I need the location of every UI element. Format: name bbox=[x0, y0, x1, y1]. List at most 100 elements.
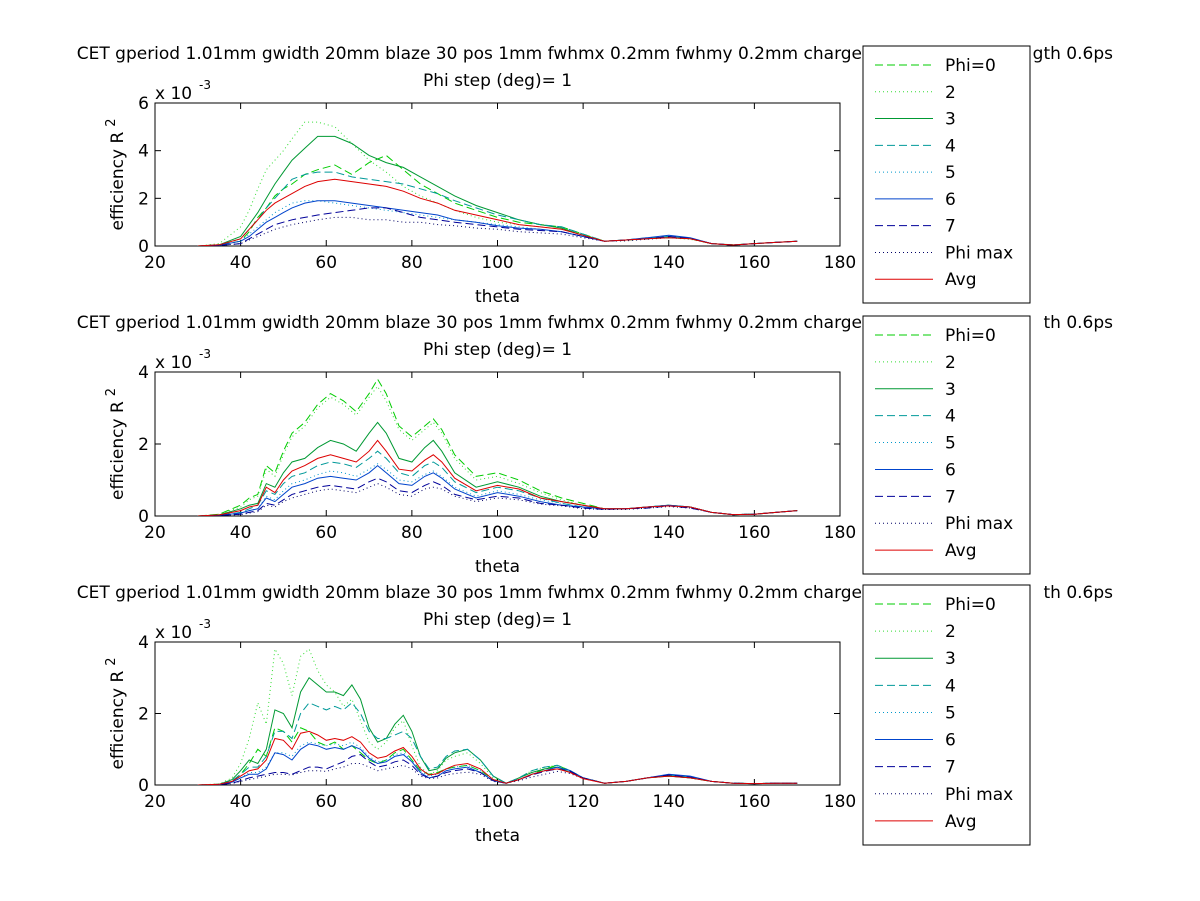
legend: Phi=0 2 3 4 5 6 7 Phi max Avg bbox=[862, 315, 1031, 575]
x-tick-label: 120 bbox=[567, 253, 599, 273]
legend-label: 6 bbox=[945, 460, 956, 480]
x-axis-label: theta bbox=[475, 557, 520, 577]
exponent-label: x 10 bbox=[155, 84, 192, 104]
series-line-2 bbox=[197, 647, 798, 785]
chart-title-tail: th 0.6ps bbox=[1043, 583, 1113, 603]
legend-label: 5 bbox=[945, 703, 956, 723]
y-tick-label: 2 bbox=[138, 705, 149, 725]
legend-label: 2 bbox=[945, 622, 956, 642]
subplot-2: CET gperiod 1.01mm gwidth 20mm blaze 30 … bbox=[77, 313, 1113, 577]
y-axis-label-text: efficiency R bbox=[108, 671, 128, 770]
legend-label: 3 bbox=[945, 649, 956, 669]
series-line-8 bbox=[197, 483, 798, 516]
x-tick-label: 180 bbox=[824, 253, 856, 273]
series-line-9 bbox=[197, 178, 798, 246]
legend-label: 5 bbox=[945, 434, 956, 454]
chart-subtitle: Phi step (deg)= 1 bbox=[423, 340, 572, 360]
x-tick-label: 120 bbox=[567, 792, 599, 812]
legend-box bbox=[862, 45, 1031, 304]
legend-label: 7 bbox=[945, 758, 956, 778]
chart-title-tail: gth 0.6ps bbox=[1033, 44, 1113, 64]
series-line-6 bbox=[197, 200, 798, 246]
x-tick-label: 140 bbox=[653, 523, 685, 543]
legend-box bbox=[862, 584, 1031, 846]
legend: Phi=0 2 3 4 5 6 7 Phi max Avg bbox=[862, 584, 1031, 846]
chart-title-tail: th 0.6ps bbox=[1043, 313, 1113, 333]
chart-title: CET gperiod 1.01mm gwidth 20mm blaze 30 … bbox=[77, 313, 878, 333]
x-tick-label: 100 bbox=[481, 792, 513, 812]
y-tick-label: 4 bbox=[138, 633, 149, 653]
series-line-7 bbox=[197, 754, 798, 785]
axes-box bbox=[154, 371, 841, 517]
subplot-1: CET gperiod 1.01mm gwidth 20mm blaze 30 … bbox=[77, 44, 1113, 307]
x-tick-label: 60 bbox=[315, 253, 337, 273]
legend-box bbox=[862, 315, 1031, 575]
chart-title: CET gperiod 1.01mm gwidth 20mm blaze 30 … bbox=[77, 44, 878, 64]
x-tick-label: 140 bbox=[653, 792, 685, 812]
x-tick-label: 160 bbox=[738, 253, 770, 273]
y-axis-label: efficiency R 2 bbox=[104, 657, 128, 769]
y-tick-label: 2 bbox=[138, 189, 149, 209]
legend-label: Avg bbox=[945, 541, 977, 561]
y-axis-label-text: efficiency R bbox=[108, 132, 128, 231]
legend-label: 4 bbox=[945, 676, 956, 696]
x-tick-label: 120 bbox=[567, 523, 599, 543]
series-line-4 bbox=[197, 171, 798, 246]
legend-label: Phi=0 bbox=[945, 56, 996, 76]
y-axis-label-sup: 2 bbox=[104, 388, 119, 396]
x-tick-label: 180 bbox=[824, 523, 856, 543]
x-tick-label: 160 bbox=[738, 523, 770, 543]
series-line-8 bbox=[197, 216, 798, 246]
chart-title: CET gperiod 1.01mm gwidth 20mm blaze 30 … bbox=[77, 583, 878, 603]
legend-label: 6 bbox=[945, 731, 956, 751]
x-tick-label: 40 bbox=[230, 523, 252, 543]
x-tick-label: 140 bbox=[653, 253, 685, 273]
y-axis-label: efficiency R 2 bbox=[104, 388, 128, 500]
legend-label: 6 bbox=[945, 190, 956, 210]
legend-label: Phi=0 bbox=[945, 326, 996, 346]
exponent-value: -3 bbox=[199, 617, 211, 631]
legend-label: 2 bbox=[945, 353, 956, 373]
x-tick-label: 20 bbox=[144, 523, 166, 543]
legend-label: Avg bbox=[945, 812, 977, 832]
x-axis-label: theta bbox=[475, 826, 520, 846]
legend-label: 4 bbox=[945, 407, 956, 427]
x-tick-label: 60 bbox=[315, 792, 337, 812]
exponent-label: x 10 bbox=[155, 623, 192, 643]
x-tick-label: 80 bbox=[401, 253, 423, 273]
legend-label: 7 bbox=[945, 487, 956, 507]
x-tick-label: 160 bbox=[738, 792, 770, 812]
legend-label: 3 bbox=[945, 110, 956, 130]
legend-label: Phi max bbox=[945, 514, 1013, 534]
y-tick-label: 0 bbox=[138, 776, 149, 796]
legend-label: 5 bbox=[945, 163, 956, 183]
legend-label: 2 bbox=[945, 83, 956, 103]
legend-label: Phi max bbox=[945, 243, 1013, 263]
y-tick-label: 2 bbox=[138, 435, 149, 455]
legend-label: Phi max bbox=[945, 785, 1013, 805]
exponent-label: x 10 bbox=[155, 353, 192, 373]
legend-label: Avg bbox=[945, 270, 977, 290]
y-axis-label-sup: 2 bbox=[104, 118, 119, 126]
series-line-9 bbox=[197, 730, 798, 785]
axes-box bbox=[154, 102, 841, 247]
axes-box bbox=[154, 641, 841, 786]
y-axis-label-text: efficiency R bbox=[108, 401, 128, 500]
x-tick-label: 180 bbox=[824, 792, 856, 812]
x-tick-label: 40 bbox=[230, 792, 252, 812]
chart-subtitle: Phi step (deg)= 1 bbox=[423, 71, 572, 91]
subplot-3: CET gperiod 1.01mm gwidth 20mm blaze 30 … bbox=[77, 583, 1113, 846]
x-tick-label: 100 bbox=[481, 253, 513, 273]
x-tick-label: 20 bbox=[144, 792, 166, 812]
y-axis-label-sup: 2 bbox=[104, 657, 119, 665]
x-axis-label: theta bbox=[475, 287, 520, 307]
chart-subtitle: Phi step (deg)= 1 bbox=[423, 610, 572, 630]
exponent-value: -3 bbox=[199, 78, 211, 92]
series-line-2 bbox=[197, 385, 798, 516]
legend-label: 7 bbox=[945, 217, 956, 237]
series-line-5 bbox=[197, 200, 798, 246]
x-tick-label: 100 bbox=[481, 523, 513, 543]
y-tick-label: 0 bbox=[138, 237, 149, 257]
legend: Phi=0 2 3 4 5 6 7 Phi max Avg bbox=[862, 45, 1031, 304]
